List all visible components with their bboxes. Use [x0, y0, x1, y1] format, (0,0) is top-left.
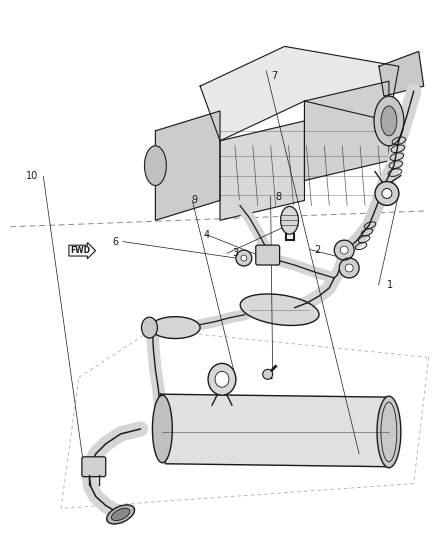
Circle shape — [263, 369, 273, 379]
FancyBboxPatch shape — [82, 457, 106, 477]
Ellipse shape — [381, 106, 397, 136]
Ellipse shape — [374, 96, 404, 146]
Circle shape — [339, 258, 359, 278]
Ellipse shape — [141, 317, 157, 338]
Ellipse shape — [240, 294, 319, 326]
Ellipse shape — [215, 372, 229, 387]
Circle shape — [382, 189, 392, 198]
Text: 6: 6 — [112, 237, 118, 247]
Text: 2: 2 — [315, 245, 321, 255]
Ellipse shape — [281, 206, 298, 234]
Text: 3: 3 — [232, 248, 238, 259]
Polygon shape — [304, 81, 389, 181]
Polygon shape — [200, 46, 399, 141]
Text: 7: 7 — [271, 71, 278, 81]
Polygon shape — [160, 394, 389, 467]
Ellipse shape — [208, 364, 236, 395]
Circle shape — [236, 250, 252, 266]
Ellipse shape — [150, 317, 200, 338]
Ellipse shape — [107, 505, 134, 524]
Polygon shape — [379, 51, 424, 96]
Text: 10: 10 — [26, 172, 39, 181]
Circle shape — [334, 240, 354, 260]
Text: 9: 9 — [191, 195, 197, 205]
Text: FWD: FWD — [70, 246, 90, 255]
Text: 1: 1 — [387, 280, 393, 290]
Circle shape — [345, 264, 353, 272]
Circle shape — [340, 246, 348, 254]
Ellipse shape — [377, 396, 401, 468]
Text: 4: 4 — [204, 230, 210, 240]
Polygon shape — [155, 111, 220, 220]
Text: 8: 8 — [276, 191, 282, 201]
Ellipse shape — [152, 395, 172, 463]
Ellipse shape — [145, 146, 166, 185]
FancyBboxPatch shape — [256, 245, 279, 265]
Ellipse shape — [111, 508, 130, 521]
Circle shape — [241, 255, 247, 261]
Polygon shape — [220, 121, 304, 220]
Circle shape — [375, 182, 399, 205]
